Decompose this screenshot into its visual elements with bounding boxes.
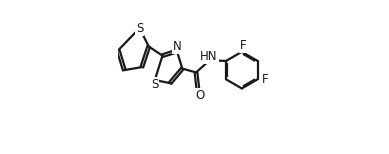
Text: F: F xyxy=(262,73,268,86)
Text: O: O xyxy=(195,89,204,102)
Text: N: N xyxy=(173,40,182,53)
Text: HN: HN xyxy=(200,50,218,63)
Text: S: S xyxy=(136,22,143,35)
Text: F: F xyxy=(240,39,247,52)
Text: S: S xyxy=(151,78,158,91)
